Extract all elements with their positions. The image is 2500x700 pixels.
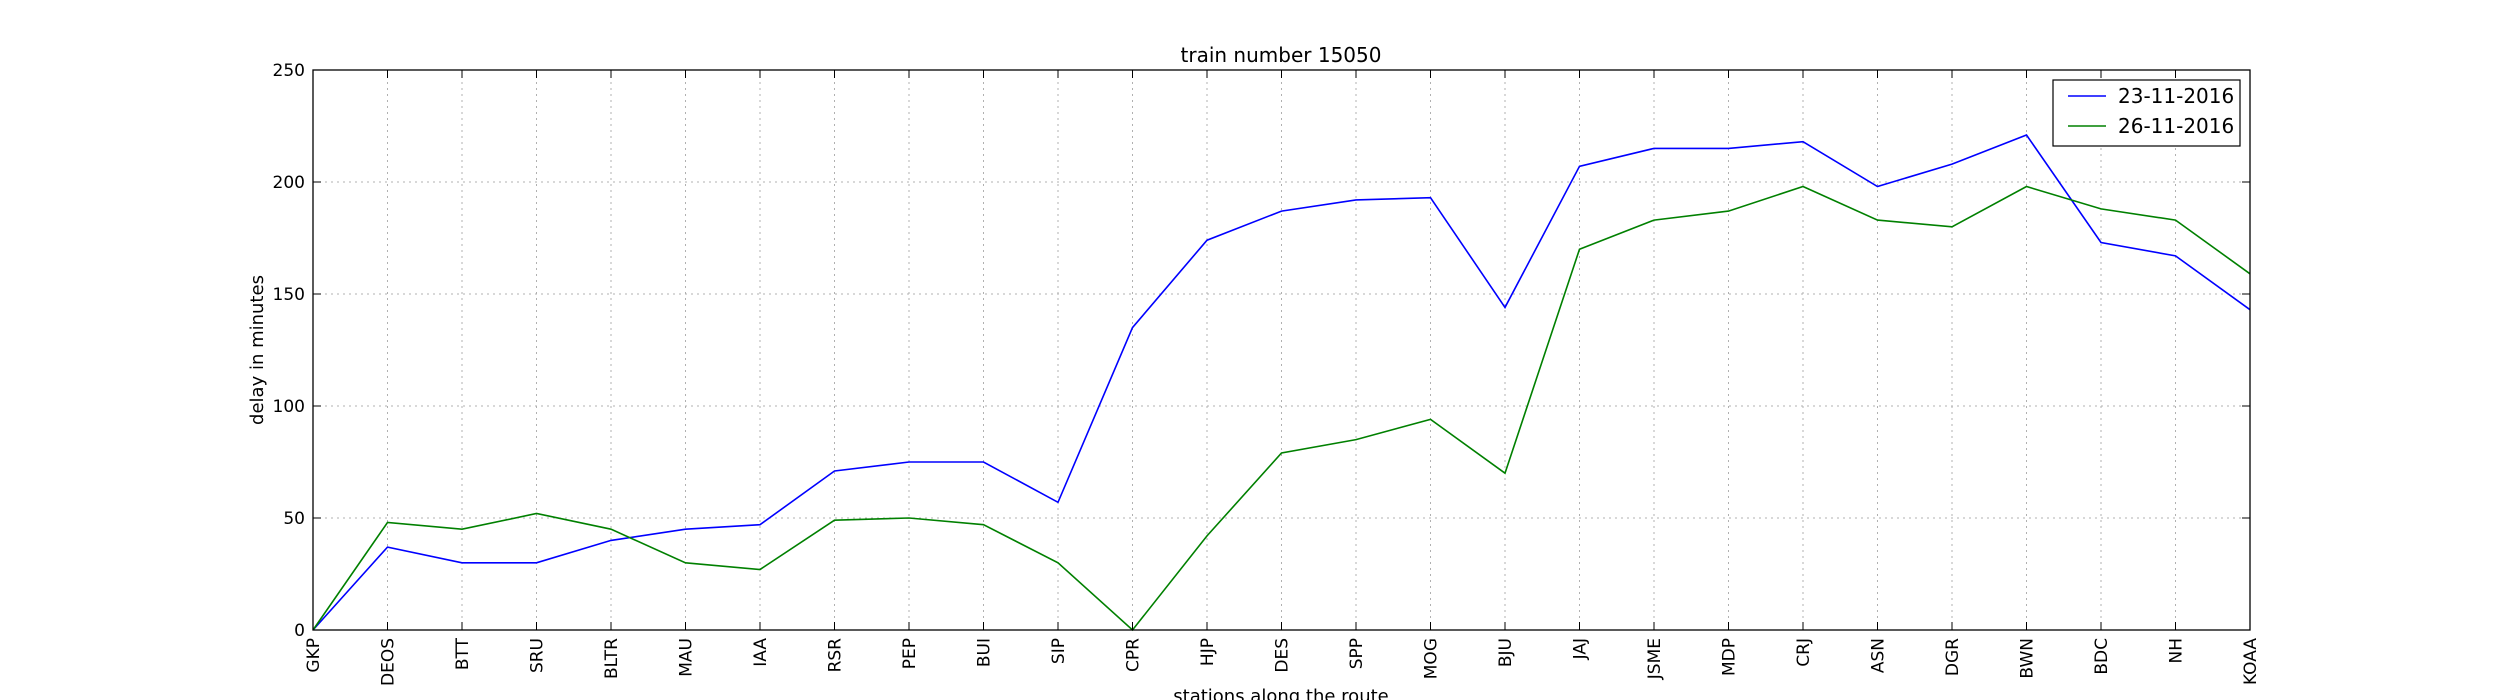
x-tick-labels: GKP DEOS BTT SRU BLTR MAU IAA RSR PEP BUI SIP CPR HJ…	[304, 637, 2261, 686]
chart-title: train number 15050	[1181, 43, 1382, 67]
x-tick-label: CPR	[1124, 638, 1144, 672]
x-tick-label: ASN	[1869, 638, 1889, 673]
x-tick-label: BDC	[2092, 638, 2112, 675]
series-line-26-11-2016	[312, 185, 2251, 632]
grid	[312, 69, 2251, 631]
y-tick-labels: 0 50 100 150 200 250	[273, 61, 305, 641]
x-tick-label: BTT	[453, 637, 473, 670]
x-tick-label: BLTR	[602, 638, 622, 679]
x-tick-label: CRJ	[1794, 638, 1814, 667]
x-tick-label: BUI	[975, 638, 995, 667]
x-tick-label: MDP	[1720, 638, 1740, 676]
x-tick-label: DEOS	[379, 638, 399, 686]
x-axis-label: stations along the route	[1173, 686, 1388, 700]
x-tick-label: HJP	[1198, 638, 1218, 666]
x-tick-label: DGR	[1943, 638, 1963, 676]
x-tick-label: SRU	[528, 638, 548, 673]
y-tick-label: 150	[273, 285, 305, 305]
series-line-23-11-2016	[312, 134, 2251, 631]
x-tick-label: JAJ	[1571, 638, 1591, 660]
x-tick-label: RSR	[826, 638, 846, 673]
x-tick-label: SIP	[1049, 638, 1069, 664]
x-tick-label: JSME	[1645, 638, 1665, 680]
x-tick-label: SPP	[1347, 638, 1367, 669]
series-lines	[312, 134, 2251, 632]
legend-box	[2052, 79, 2241, 147]
legend-label-26-11-2016: 26-11-2016	[2118, 114, 2234, 138]
y-tick-label: 50	[283, 509, 305, 529]
x-tick-label: BWN	[2018, 638, 2038, 679]
x-tick-label: BJU	[1496, 638, 1516, 667]
y-tick-label: 0	[294, 621, 305, 641]
legend-label-23-11-2016: 23-11-2016	[2118, 84, 2234, 108]
axis-ticks	[312, 69, 2251, 631]
y-tick-label: 200	[273, 173, 305, 193]
x-tick-label: MOG	[1422, 638, 1442, 679]
x-tick-label: DES	[1273, 638, 1293, 673]
x-tick-label: PEP	[900, 638, 920, 669]
x-tick-label: IAA	[751, 638, 771, 667]
x-tick-label: MAU	[677, 638, 697, 677]
y-axis-label: delay in minutes	[247, 275, 268, 425]
x-tick-label: KOAA	[2241, 638, 2261, 685]
x-tick-label: GKP	[304, 638, 324, 673]
y-tick-label: 100	[273, 397, 305, 417]
y-tick-label: 250	[273, 61, 305, 81]
x-tick-label: NH	[2167, 638, 2187, 664]
legend: 23-11-2016 26-11-2016	[2052, 79, 2241, 147]
